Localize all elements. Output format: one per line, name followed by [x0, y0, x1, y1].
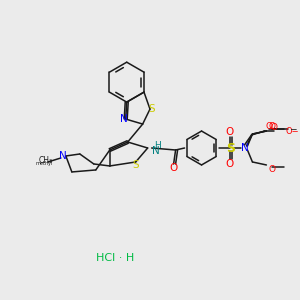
Text: CH₃: CH₃	[39, 157, 53, 166]
Text: O: O	[169, 163, 178, 173]
Text: N: N	[59, 151, 67, 161]
Text: S: S	[132, 160, 139, 170]
Text: O−: O−	[286, 127, 299, 136]
Text: O: O	[266, 122, 273, 130]
Text: N: N	[152, 146, 160, 156]
Text: N: N	[120, 114, 128, 124]
Text: HCl · H: HCl · H	[96, 253, 134, 263]
Text: O: O	[269, 122, 276, 130]
Text: O: O	[271, 123, 278, 132]
Text: S: S	[149, 104, 155, 114]
Text: methyl: methyl	[35, 161, 52, 166]
Text: −: −	[289, 124, 296, 134]
Text: O: O	[225, 159, 234, 169]
Text: O: O	[225, 127, 234, 137]
Text: S: S	[226, 142, 235, 154]
Text: H: H	[154, 140, 161, 149]
Text: N: N	[241, 143, 248, 153]
Text: O: O	[269, 166, 276, 175]
